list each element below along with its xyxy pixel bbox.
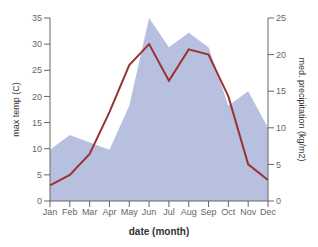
- svg-text:10: 10: [32, 144, 42, 154]
- svg-text:Jan: Jan: [43, 207, 58, 217]
- svg-text:med. precipitation (kg/m2): med. precipitation (kg/m2): [297, 57, 307, 161]
- svg-text:0: 0: [37, 196, 42, 206]
- svg-text:Apr: Apr: [102, 207, 116, 217]
- svg-text:5: 5: [37, 170, 42, 180]
- svg-text:30: 30: [32, 39, 42, 49]
- svg-text:25: 25: [276, 13, 286, 23]
- svg-text:date (month): date (month): [129, 226, 190, 237]
- svg-text:Jun: Jun: [142, 207, 157, 217]
- svg-text:15: 15: [276, 86, 286, 96]
- svg-text:Sep: Sep: [201, 207, 217, 217]
- svg-text:25: 25: [32, 65, 42, 75]
- svg-text:Dec: Dec: [260, 207, 277, 217]
- svg-text:0: 0: [276, 196, 281, 206]
- svg-text:Aug: Aug: [181, 207, 197, 217]
- svg-text:Feb: Feb: [62, 207, 78, 217]
- svg-text:10: 10: [276, 123, 286, 133]
- svg-text:Nov: Nov: [240, 207, 257, 217]
- svg-text:20: 20: [32, 92, 42, 102]
- svg-text:15: 15: [32, 118, 42, 128]
- svg-text:Jul: Jul: [163, 207, 175, 217]
- svg-text:Oct: Oct: [221, 207, 236, 217]
- svg-text:max temp (C): max temp (C): [11, 82, 21, 137]
- svg-text:5: 5: [276, 160, 281, 170]
- svg-text:20: 20: [276, 50, 286, 60]
- svg-text:35: 35: [32, 13, 42, 23]
- svg-text:Mar: Mar: [82, 207, 98, 217]
- svg-text:May: May: [121, 207, 139, 217]
